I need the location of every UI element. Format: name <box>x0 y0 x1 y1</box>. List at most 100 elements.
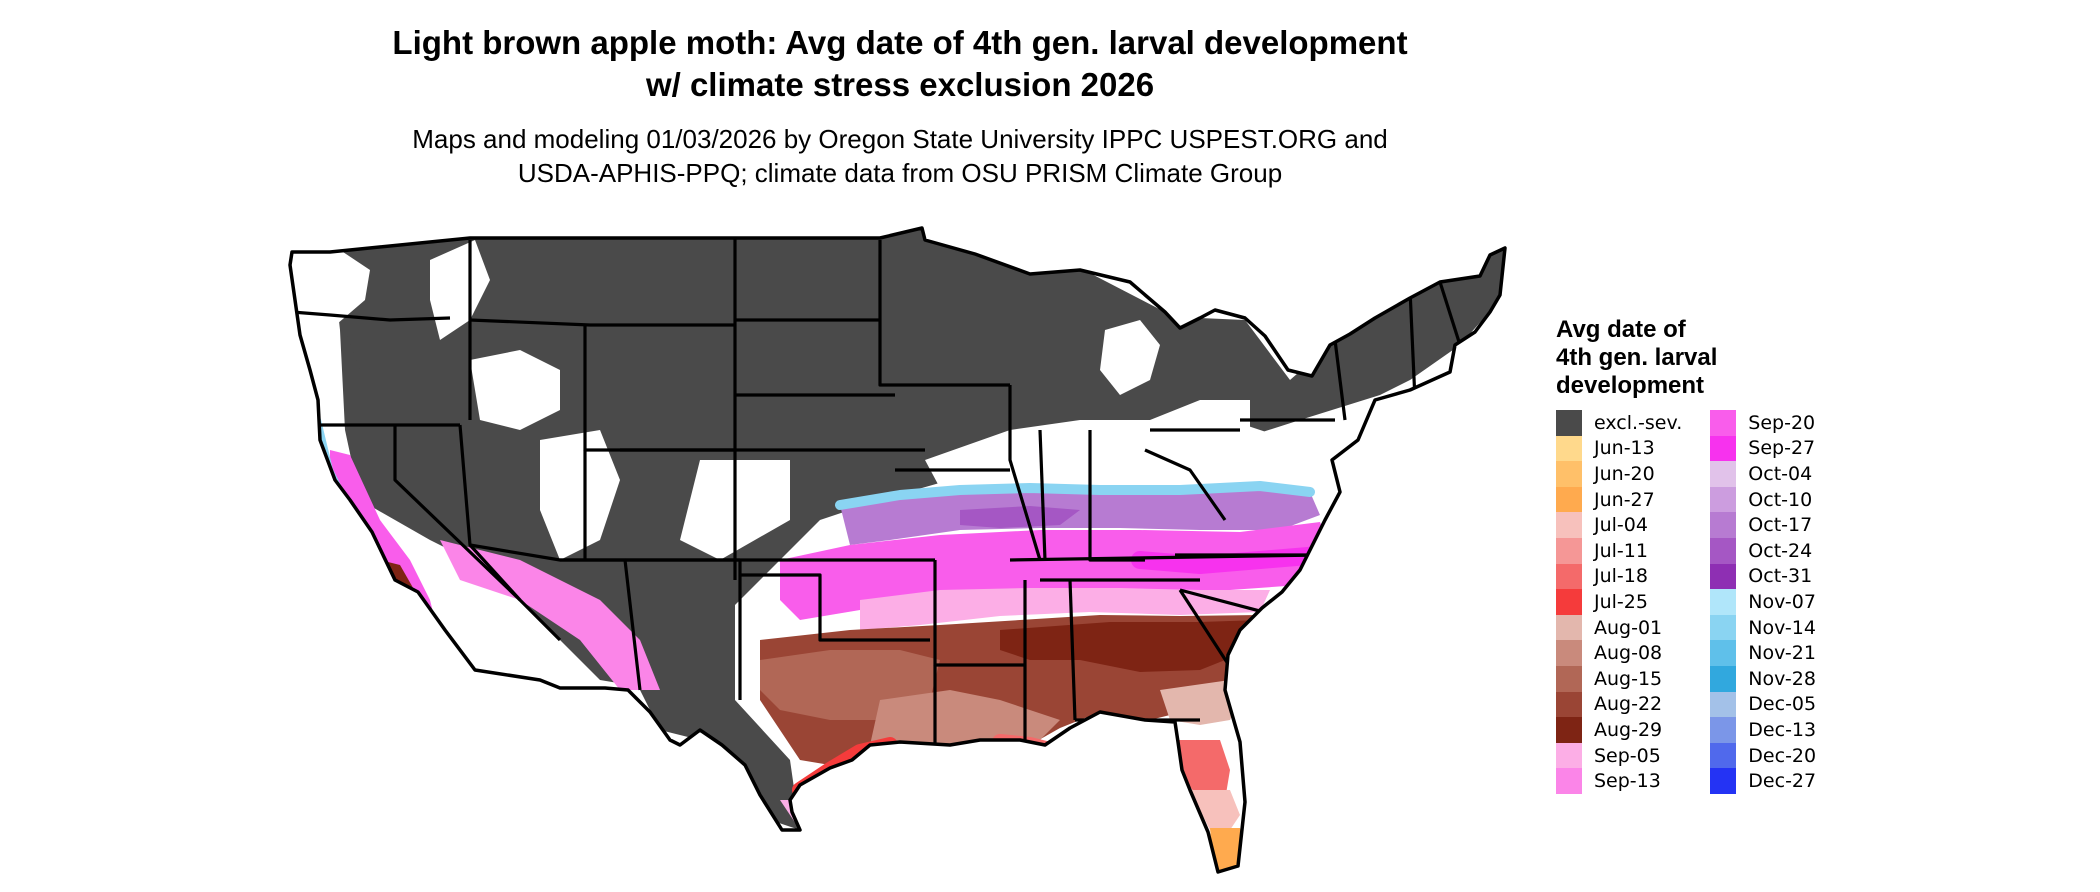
legend-swatch <box>1556 640 1582 666</box>
legend-swatch <box>1556 665 1582 692</box>
legend-item: Aug-22 <box>1556 691 1682 718</box>
zone-jul-florida <box>1178 740 1230 800</box>
legend-label: Oct-17 <box>1748 514 1813 537</box>
legend-label: Nov-14 <box>1748 616 1816 639</box>
legend-item: Jul-04 <box>1556 512 1682 538</box>
legend-swatch <box>1556 717 1582 743</box>
zone-oct <box>840 486 1320 545</box>
legend-item: Aug-01 <box>1556 614 1682 641</box>
legend-label: Oct-24 <box>1748 539 1813 562</box>
legend-swatch <box>1556 691 1582 718</box>
legend-item: Dec-13 <box>1710 717 1816 743</box>
legend-item: Dec-20 <box>1710 742 1817 769</box>
legend-swatch <box>1556 461 1582 487</box>
legend-label: Jun-27 <box>1594 488 1655 511</box>
legend-label: Nov-21 <box>1748 642 1816 665</box>
legend-swatch <box>1710 486 1737 513</box>
boundary-wi-il <box>1008 385 1042 561</box>
legend-label: Jul-18 <box>1594 565 1648 588</box>
boundary-il-in <box>1038 429 1047 561</box>
zone-oct-edge <box>835 481 1315 510</box>
legend-item: Sep-13 <box>1556 768 1682 794</box>
zone-sep-strip <box>1131 546 1329 574</box>
legend-label: Aug-08 <box>1594 642 1663 665</box>
map-subtitle-line-2: USDA-APHIS-PPQ; climate data from OSU PR… <box>517 158 1283 188</box>
boundary-wa-or <box>291 310 451 322</box>
legend-swatch <box>1556 614 1582 641</box>
legend-title-line-1: Avg date of <box>1556 316 1686 343</box>
boundary-vt-nh <box>1408 289 1417 401</box>
legend-swatch <box>1710 717 1737 743</box>
legend-title: Avg date of 4th gen. larval development <box>1556 316 1976 400</box>
map-subtitle-line-1: Maps and modeling 01/03/2026 by Oregon S… <box>412 124 1388 154</box>
zone-jul-ncarolina <box>1295 590 1320 635</box>
zone-aug-florida-ga <box>1160 680 1240 725</box>
legend-label: Dec-05 <box>1748 693 1817 716</box>
legend-item: Jul-11 <box>1556 537 1682 564</box>
boundary-mn-ia <box>878 240 1010 387</box>
legend-label: Nov-28 <box>1748 667 1816 690</box>
legend-swatch <box>1556 435 1582 462</box>
zone-white-nevada <box>540 430 620 560</box>
zone-oct-dark <box>960 506 1080 528</box>
legend-item: Jun-20 <box>1556 461 1682 487</box>
legend-item: Aug-15 <box>1556 665 1682 692</box>
legend-swatch <box>1710 614 1737 641</box>
legend-label: Dec-20 <box>1748 744 1817 767</box>
zone-sep-light <box>860 588 1270 630</box>
legend-label: Nov-07 <box>1748 590 1816 613</box>
legend-swatch <box>1710 640 1737 666</box>
legend-label: excl.-sev. <box>1594 411 1683 434</box>
legend-label: Jul-04 <box>1594 514 1648 537</box>
zone-jun-florida <box>1210 828 1245 872</box>
legend-swatch <box>1556 768 1582 794</box>
legend-label: Sep-05 <box>1594 744 1661 767</box>
legend-label: Oct-10 <box>1748 488 1813 511</box>
legend-item: Nov-28 <box>1710 665 1816 692</box>
zone-white-michigan <box>1100 320 1160 395</box>
legend-swatch <box>1556 742 1582 769</box>
legend-label: Sep-20 <box>1748 411 1816 434</box>
legend-swatch <box>1556 589 1582 615</box>
legend-swatch <box>1710 563 1737 590</box>
legend-item: Nov-14 <box>1710 614 1816 641</box>
legend-swatch <box>1710 537 1737 564</box>
legend-swatch <box>1556 512 1582 538</box>
legend-column-2: Sep-20 Sep-27 Oct-04 Oct-10 Oct-17 Oct-24 Oct-… <box>1710 410 1816 794</box>
legend-label: Aug-15 <box>1594 667 1663 690</box>
legend-title-line-3: development <box>1556 372 1705 399</box>
legend-item: Dec-05 <box>1710 691 1817 718</box>
zone-white-pacific-nw <box>292 250 370 360</box>
legend-item: Aug-08 <box>1556 640 1682 666</box>
legend-label: Aug-22 <box>1594 693 1663 716</box>
legend-swatch <box>1556 486 1582 513</box>
legend-item: Sep-20 <box>1710 410 1816 436</box>
boundary-ok-tx <box>740 573 930 642</box>
legend-label: Aug-29 <box>1594 718 1663 741</box>
legend-label: Sep-27 <box>1748 437 1816 460</box>
legend-label: Jun-20 <box>1594 462 1655 485</box>
legend-swatch <box>1556 410 1582 436</box>
zone-excluded-texas-west <box>640 600 800 830</box>
legend-item: Sep-05 <box>1556 742 1682 769</box>
legend-label: Jul-25 <box>1594 590 1648 613</box>
legend-label: Dec-27 <box>1748 770 1817 793</box>
legend-swatch <box>1710 410 1737 436</box>
boundary-mt-wy <box>469 318 735 327</box>
legend-label: Jun-13 <box>1594 437 1655 460</box>
legend-swatch <box>1710 435 1737 462</box>
map-title-line-2: w/ climate stress exclusion 2026 <box>645 66 1155 103</box>
zone-aug-darkest <box>1000 620 1260 672</box>
legend-item: Nov-07 <box>1710 589 1816 615</box>
legend-swatch <box>1710 742 1737 769</box>
boundary-ca-nv-diag <box>393 425 562 642</box>
legend-item: Jul-18 <box>1556 563 1682 590</box>
zone-white-plains-1 <box>470 350 560 430</box>
legend-label: Oct-04 <box>1748 462 1813 485</box>
legend-title-line-2: 4th gen. larval <box>1556 344 1718 371</box>
map-title: Light brown apple moth: Avg date of 4th … <box>300 22 1500 106</box>
legend: Avg date of 4th gen. larval development … <box>1556 316 1976 794</box>
legend-item: Aug-29 <box>1556 717 1682 743</box>
boundary-me <box>1438 281 1462 346</box>
zone-jul-florida-pink <box>1190 790 1240 830</box>
